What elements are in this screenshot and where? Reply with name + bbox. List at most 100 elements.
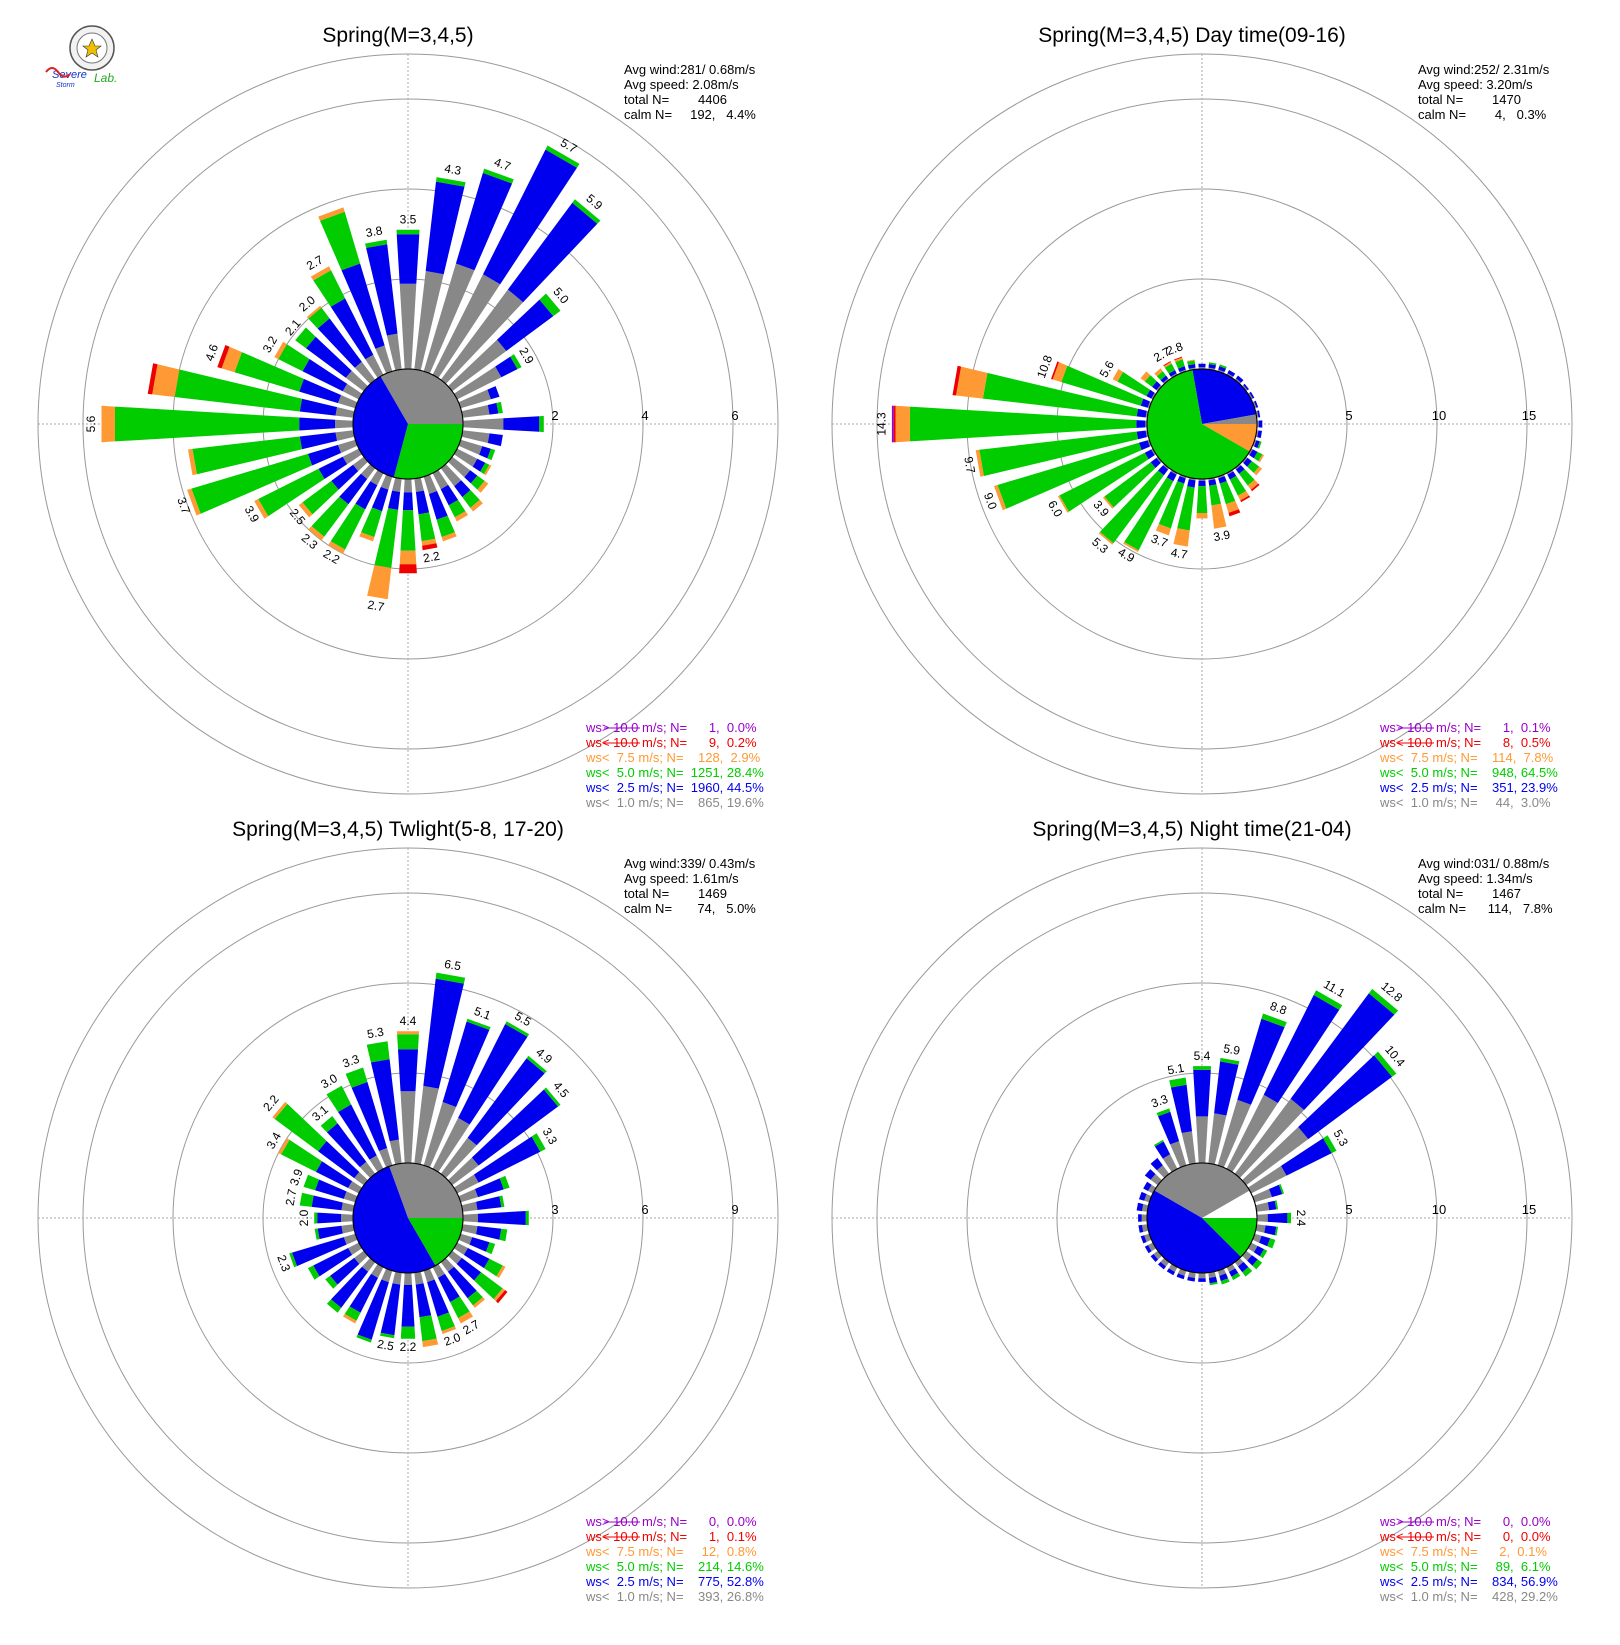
bar-segment-160-lt1 — [1217, 474, 1225, 479]
legend-entry-lt75: ws< 7.5 m/s; N= 12, 0.8% — [585, 1544, 757, 1559]
bar-segment-270-lt1 — [341, 1214, 354, 1222]
logo-star-icon — [82, 38, 102, 58]
range-tick-label: 10 — [1432, 408, 1446, 423]
bar-segment-70-lt5 — [1278, 1184, 1284, 1195]
bar-segment-10-lt5 — [435, 972, 466, 984]
bar-segment-330-lt5 — [1153, 1139, 1164, 1147]
bar-segment-110-lt25 — [469, 1237, 490, 1252]
bar-segment-330-lt1 — [365, 354, 384, 379]
stats-line-3: total N= 1469 — [624, 886, 727, 901]
bar-segment-190-lt1 — [392, 1271, 402, 1285]
calm-pie-slice-lt25 — [1192, 368, 1257, 424]
bar-segment-220-lt25 — [1158, 1261, 1166, 1270]
bar-value-label-270: 2.0 — [297, 1209, 311, 1226]
bar-segment-260-lt5 — [314, 1228, 320, 1240]
bar-segment-320-lt1 — [359, 1161, 376, 1178]
bar-segment-150-lt1 — [432, 469, 449, 490]
legend-entry-lt75: ws< 7.5 m/s; N= 114, 7.8% — [1379, 750, 1554, 765]
bar-segment-50-lt5 — [543, 1087, 561, 1107]
bar-segment-110-lt25 — [479, 446, 491, 459]
bar-segment-130-lt5 — [474, 1272, 503, 1300]
bar-segment-240-lt1 — [342, 448, 363, 465]
bar-segment-210-lt5 — [344, 1306, 361, 1321]
bar-segment-80-lt1 — [1255, 1202, 1270, 1212]
bar-segment-270-lt5 — [115, 406, 300, 442]
bar-segment-240-lt1 — [1148, 1242, 1157, 1252]
bar-segment-200-lt1 — [381, 1268, 393, 1283]
bar-segment-310-lt1 — [354, 1172, 368, 1186]
bar-segment-320-lt5 — [320, 1116, 338, 1133]
bar-segment-30-lt25 — [1263, 995, 1340, 1103]
bar-segment-60-lt1 — [1247, 1165, 1287, 1194]
stats-line-1: Avg wind:339/ 0.43m/s — [624, 856, 756, 871]
bar-segment-60-lt5 — [531, 1133, 546, 1152]
bar-segment-260-lt25 — [1136, 430, 1147, 440]
bar-segment-80-lt1 — [461, 405, 490, 418]
bar-value-label-170: 2.2 — [422, 549, 441, 566]
bar-segment-170-lt25 — [1208, 479, 1217, 486]
bar-value-label-290: 3.9 — [287, 1167, 306, 1188]
bar-segment-280-lt1 — [1142, 1204, 1149, 1212]
bar-value-label-280: 2.7 — [283, 1188, 300, 1207]
bar-segment-170-lt75 — [421, 538, 437, 546]
bar-segment-210-lt5 — [1124, 477, 1174, 551]
bar-segment-300-lt1 — [342, 383, 363, 400]
bar-segment-320-lt25 — [317, 318, 362, 368]
bar-segment-0-lt25 — [1193, 1069, 1211, 1117]
bar-value-label-340: 3.3 — [1149, 1092, 1170, 1111]
bar-value-label-300: 3.2 — [260, 333, 281, 355]
bar-segment-110-lt1 — [1252, 439, 1257, 447]
bar-value-label-330: 3.0 — [318, 1071, 340, 1092]
bar-segment-90-lt1 — [462, 418, 504, 430]
bar-segment-140-lt10 — [1250, 483, 1260, 492]
bar-segment-200-lt25 — [357, 1279, 389, 1340]
bar-segment-140-lt25 — [1238, 1261, 1249, 1273]
bar-segment-290-lt25 — [1138, 1191, 1147, 1201]
bar-segment-70-lt25 — [1269, 1184, 1283, 1198]
bar-value-label-0: 3.5 — [400, 213, 417, 227]
bar-segment-250-lt25 — [292, 1237, 347, 1267]
bar-segment-300-lt75 — [278, 1138, 290, 1155]
calm-pie-slice-lt1 — [389, 1162, 463, 1218]
bar-segment-240-lt25 — [1144, 449, 1155, 460]
bar-segment-350-lt1 — [1181, 1131, 1196, 1165]
legend-entry-lt25: ws< 2.5 m/s; N= 1960, 44.5% — [585, 780, 764, 795]
bar-segment-250-lt25 — [307, 444, 341, 466]
bar-value-label-190: 2.5 — [376, 1337, 395, 1354]
bar-segment-290-lt5 — [1061, 365, 1144, 406]
bar-segment-70-lt25 — [487, 386, 500, 400]
range-tick-label: 10 — [1432, 1202, 1446, 1217]
bar-segment-230-lt25 — [1150, 457, 1161, 468]
bar-segment-220-lt25 — [1158, 465, 1169, 476]
bar-segment-110-lt1 — [458, 439, 483, 455]
bar-segment-160-lt5 — [1220, 1278, 1230, 1285]
bar-segment-210-lt25 — [349, 1273, 378, 1313]
bar-segment-10-lt25 — [423, 978, 464, 1089]
stats-line-2: Avg speed: 2.08m/s — [624, 77, 739, 92]
bar-segment-330-lt1 — [1170, 373, 1178, 379]
legend-entry-lt10: ws< 10.0 m/s; N= 9, 0.2% — [585, 735, 757, 750]
bar-value-label-20: 8.8 — [1268, 999, 1289, 1018]
calm-circle-outline — [1146, 1162, 1258, 1274]
bar-segment-130-lt75 — [493, 1288, 506, 1302]
bar-segment-310-lt1 — [1156, 385, 1162, 392]
bar-segment-90-lt25 — [477, 1211, 526, 1225]
stats-line-4: calm N= 4, 0.3% — [1418, 107, 1547, 122]
bar-segment-290-lt1 — [338, 395, 358, 409]
bar-segment-230-lt1 — [1153, 1250, 1162, 1260]
bar-segment-350-lt75 — [1187, 359, 1195, 362]
bar-segment-280-lt1 — [335, 407, 355, 418]
bar-segment-50-lt25 — [1298, 1055, 1393, 1140]
calm-pie-slice-lt1 — [1202, 414, 1258, 424]
bar-segment-240-lt1 — [348, 1242, 363, 1255]
bar-segment-250-lt1 — [1147, 439, 1152, 447]
bar-segment-150-lt25 — [1229, 1268, 1239, 1277]
wind-rose-panel-3: 3 6 94.46.55.1 5.54.94.53.32.72.02.22.52.32… — [37, 818, 779, 1604]
bar-segment-170-lt1 — [414, 477, 424, 492]
bar-segment-30-lt1 — [1226, 1094, 1278, 1173]
bar-segment-260-lt25 — [317, 1225, 343, 1240]
bar-segment-160-lt1 — [423, 1268, 435, 1283]
bar-segment-330-lt5 — [326, 1085, 352, 1112]
bar-segment-210-lt25 — [355, 481, 378, 510]
